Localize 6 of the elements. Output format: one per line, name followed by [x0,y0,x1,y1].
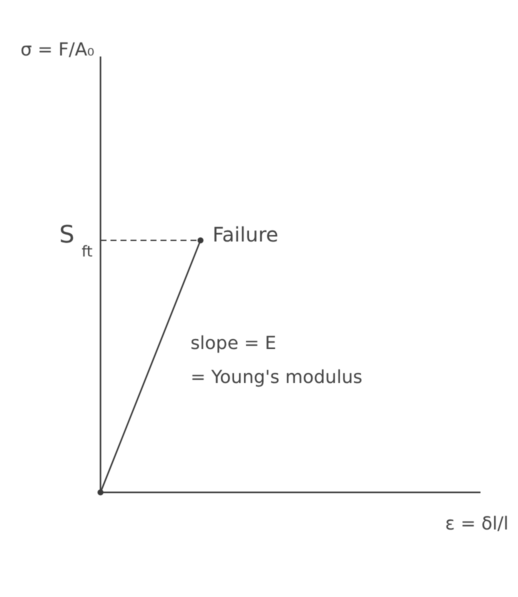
annotation: Failure [212,222,278,246]
ref-line-label: Sft [59,220,93,260]
annotation: slope = E [190,332,276,354]
text: ε = δl/l [445,513,509,534]
annotation: = Young's modulus [190,366,362,388]
text: σ = F/A₀ [20,39,94,60]
